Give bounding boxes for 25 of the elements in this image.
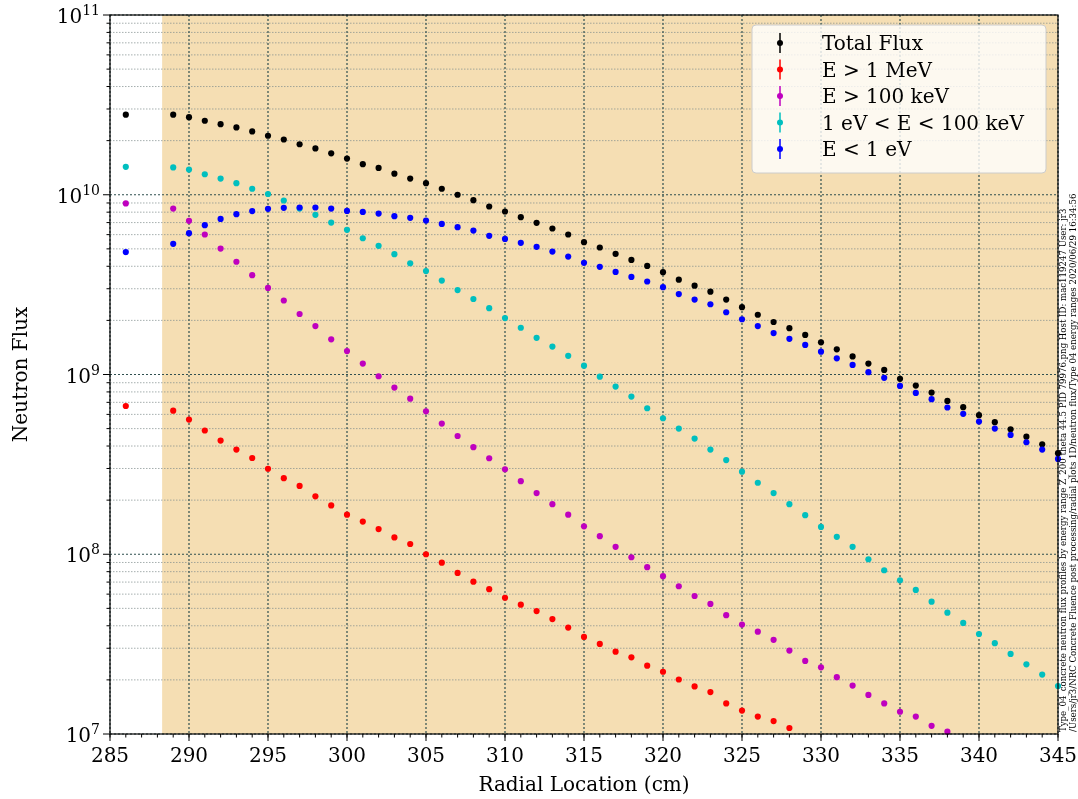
x-tick-label: 345 (1038, 743, 1078, 767)
x-tick-label: 340 (959, 743, 999, 767)
x-tick-label: 320 (643, 743, 683, 767)
text: /Users/jr3/NRC Concrete Fluence post processing/radial plots 1D/neutron flux/Type 04 energy ranges 2020/06/29 16:34:56 (1068, 193, 1078, 732)
x-tick-label: 310 (485, 743, 525, 767)
x-tick-label: 330 (801, 743, 841, 767)
x-tick-label: 335 (880, 743, 920, 767)
legend-label: E > 1 MeV (822, 57, 933, 82)
x-axis-title: Radial Location (cm) (478, 772, 690, 796)
x-tick-label: 305 (406, 743, 446, 767)
x-tick-label: 300 (327, 743, 367, 767)
y-tick-label: 10$^{11}$ (56, 2, 100, 28)
y-tick-label: 10$^{10}$ (56, 181, 100, 208)
x-tick-label: 315 (564, 743, 604, 767)
y-axis-title: Neutron Flux (8, 306, 32, 443)
x-tick-label: 325 (722, 743, 762, 767)
x-tick-label: 295 (248, 743, 288, 767)
legend-label: Total Flux (822, 31, 924, 55)
y-tick-label: 10$^{8}$ (65, 541, 100, 568)
legend-label: E < 1 eV (822, 137, 912, 161)
y-tick-label: 10$^{9}$ (65, 361, 100, 388)
x-tick-label: 290 (169, 743, 209, 767)
legend-label: E > 100 keV (822, 84, 950, 108)
annotation: Type_04_concrete neutron flux profiles by energy range Z_200 theta 44.5 PID 79976.png Host ID: mac119247 User: jr3 (1058, 208, 1069, 732)
legend-label: 1 eV < E < 100 keV (822, 110, 1025, 135)
